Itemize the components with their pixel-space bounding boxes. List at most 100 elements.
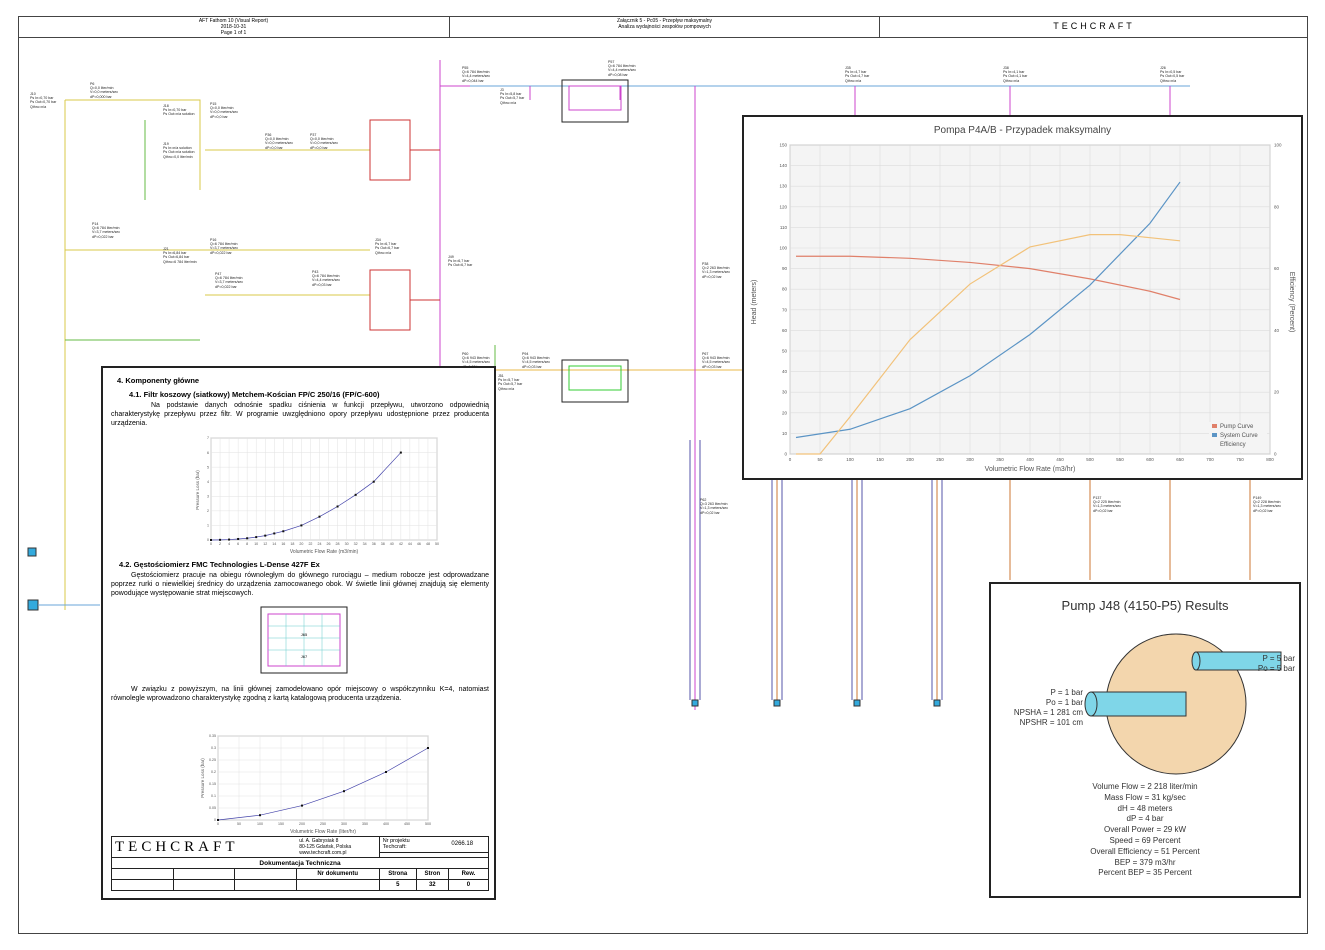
y-tick-label: 0.1	[211, 794, 216, 798]
data-point	[343, 790, 345, 793]
bep-value: BEP = 379 m3/hr	[1114, 857, 1176, 867]
y-tick-label: 6	[207, 451, 209, 455]
x-tick-label: 2	[219, 542, 221, 546]
pipe-label-p67: P67 Q=6 943 liter/min V=4,5 meters/sec d…	[702, 352, 731, 369]
outlet-stagnation-pressure: Po = 5 bar	[1257, 664, 1295, 673]
pump-results-panel: Pump J48 (4150-P5) Results P = 5 bar Po …	[989, 582, 1301, 898]
x-tick-label: 450	[404, 822, 410, 826]
density-paragraph: Gęstościomierz pracuje na obiegu równole…	[111, 572, 489, 597]
subsection-filter-heading: 4.1. Filtr koszowy (siatkowy) Metchem-Ko…	[129, 390, 380, 399]
data-point	[210, 539, 212, 541]
y-tick-label: 50	[782, 349, 788, 354]
y-tick-label: 110	[780, 225, 788, 230]
revision-label: Rew.	[447, 868, 490, 880]
inlet-stagnation-pressure: Po = 1 bar	[1045, 698, 1083, 707]
x-tick-label: 4	[228, 542, 230, 546]
node-label-j3: J3 Ps In=5,8 bar Ps Out=5,7 bar Qthru=n/…	[500, 88, 525, 105]
section-heading: 4. Komponenty główne	[117, 376, 200, 385]
density-pressure-chart: 0 50 100 150 200 250 300 350 400 450 500 0 0.05 0.1 0.…	[200, 734, 431, 835]
y-tick-label: 0.2	[211, 770, 216, 774]
node-label-j49: J49 Ps In=6,7 bar Ps Out=6,7 bar	[448, 255, 473, 268]
percent-bep: Percent BEP = 35 Percent	[1098, 868, 1192, 878]
x-tick-label: 38	[381, 542, 385, 546]
documentation-panel: 4. Komponenty główne 4.1. Filtr koszowy …	[101, 366, 496, 900]
y-tick-label: 1	[207, 524, 209, 528]
x-tick-label: 350	[362, 822, 368, 826]
y-tick-label: 150	[779, 143, 787, 148]
node-label-j38: J38 Ps In=4,1 bar Ps Out=4,1 bar Qthru=n…	[1003, 66, 1028, 83]
y-tick-label: 100	[779, 246, 787, 251]
data-point	[219, 538, 222, 541]
pipe-label-p55: P55 Q=6 784 liter/min V=4,4 meters/sec d…	[462, 66, 491, 83]
data-point	[318, 515, 321, 518]
filter-pressure-chart: 0 2 4 6 8 10 12 14 16 18 20 22 24 26 28 30 32 34 36 38 40 42 4…	[195, 436, 439, 555]
pump-inlet-pipe	[1090, 691, 1187, 717]
x-axis-label: Volumetric Flow Rate (m3/hr)	[985, 466, 1076, 473]
x-tick-label: 26	[327, 542, 331, 546]
x-tick-label: 500	[1086, 457, 1094, 462]
mass-flow: Mass Flow = 31 kg/sec	[1104, 792, 1186, 802]
pipe-label-p14: P14 Q=6 784 liter/min V=3,7 meters/sec d…	[92, 222, 121, 239]
header-project-info: Załącznik 5 - Pc05 - Przepływ maksymalny…	[450, 16, 880, 38]
inset-j65: J65	[301, 632, 308, 637]
data-point	[246, 537, 249, 540]
data-point	[301, 804, 303, 807]
legend-swatch-pump	[1212, 424, 1217, 428]
x-tick-label: 800	[1266, 457, 1274, 462]
y-tick-label: 0.35	[209, 734, 216, 738]
overall-power: Overall Power = 29 kW	[1103, 825, 1187, 835]
pump-curve-panel: Pompa P4A/B - Przypadek maksymalny 0 50 10…	[742, 115, 1303, 480]
header-annex-title: Załącznik 5 - Pc05 - Przepływ maksymalny	[616, 18, 713, 24]
outlet-static-pressure: P = 5 bar	[1262, 654, 1295, 663]
node-label-j51: J51 Ps In=5,7 bar Ps Out=5,7 bar Qthru=n…	[498, 374, 523, 391]
data-point	[385, 771, 387, 773]
y-tick-label: 7	[207, 436, 209, 440]
x-tick-label: 100	[846, 457, 854, 462]
y-tick-label: 30	[782, 390, 788, 395]
node-label-j18: J18 Ps In=0,70 bar Ps Out=n/a solution	[163, 104, 195, 117]
x-tick-label: 750	[1236, 457, 1244, 462]
y2-tick-label: 20	[1274, 390, 1280, 395]
y-tick-label: 0.05	[209, 806, 216, 810]
x-tick-label: 650	[1176, 457, 1184, 462]
x-tick-label: 200	[299, 822, 305, 826]
x-tick-label: 42	[399, 542, 403, 546]
doc-number-label: Nr dokumentu	[295, 868, 380, 880]
y-tick-label: 0.25	[209, 758, 216, 762]
inlet-static-pressure: P = 1 bar	[1050, 688, 1083, 697]
address-street: ul. A. Gabrysiak 8	[299, 838, 339, 844]
x-tick-label: 600	[1146, 457, 1154, 462]
pipe-label-p43: P43 Q=6 784 liter/min V=4,4 meters/sec d…	[312, 270, 341, 287]
node-label-j19: J19 Ps In=n/a solution Ps Out=n/a soluti…	[163, 142, 195, 159]
chart-legend: Pump Curve System Curve Efficiency	[1209, 422, 1267, 452]
filter-chart-ylabel: Pressure Loss (bar)	[195, 470, 200, 510]
header-report-info: AFT Fathom 10 (Visual Report) 2018-10-31…	[18, 16, 450, 38]
y-axis-label: Head (meters)	[751, 280, 758, 325]
header-analysis-title: Analiza wydajności zespołów pompowych	[618, 24, 711, 30]
y-tick-label: 3	[207, 494, 209, 498]
data-point	[354, 493, 357, 496]
data-point	[282, 530, 285, 533]
page-label: Strona	[378, 868, 417, 880]
project-number-label: Nr projektu Techcraft:	[378, 836, 449, 853]
overall-efficiency: Overall Efficiency = 51 Percent	[1090, 846, 1200, 856]
pipe-label-p62: P62 Q=3 263 liter/min V=1,3 meters/sec d…	[700, 498, 729, 515]
y-tick-label: 120	[779, 204, 787, 209]
title-block-doc-title: Dokumentacja Techniczna	[111, 857, 489, 869]
y-tick-label: 10	[782, 431, 788, 436]
x-tick-label: 500	[425, 822, 431, 826]
data-point	[300, 524, 303, 527]
x-tick-label: 20	[299, 542, 303, 546]
pipe-label-p15: P15 Q=0,0 liter/min V=0,0 meters/sec dP=…	[210, 102, 239, 119]
header-brand: TECHCRAFT	[880, 16, 1308, 38]
pipe-label-p6: P6 Q=0,0 liter/min V=0,0 meters/sec dP=0…	[90, 82, 119, 99]
y2-axis-label: Efficiency (Percent)	[1288, 272, 1295, 333]
y-tick-label: 80	[782, 287, 788, 292]
y-tick-label: 4	[207, 480, 209, 484]
pipe-label-p36: P36 Q=0,0 liter/min V=0,0 meters/sec dP=…	[265, 133, 294, 150]
y-tick-label: 20	[782, 410, 788, 415]
y-tick-label: 2	[207, 509, 209, 513]
series-efficiency	[796, 234, 1181, 455]
x-tick-label: 150	[876, 457, 884, 462]
x-tick-label: 6	[237, 542, 239, 546]
